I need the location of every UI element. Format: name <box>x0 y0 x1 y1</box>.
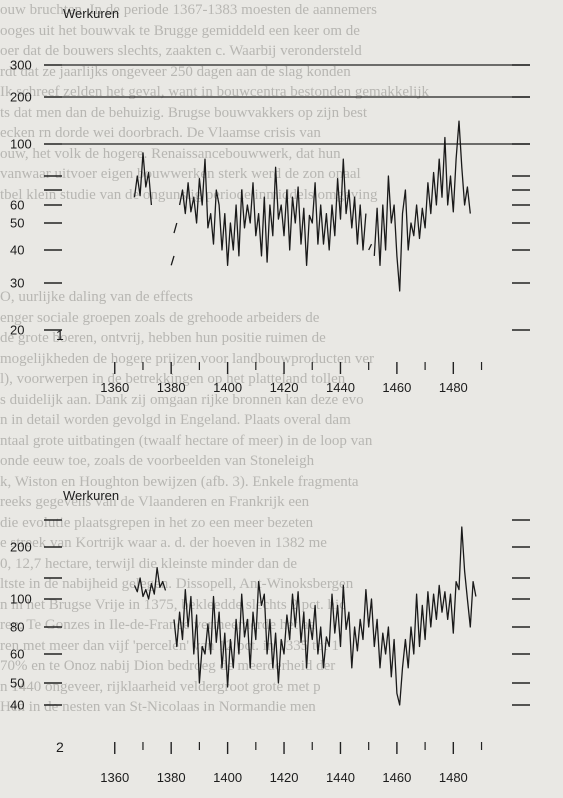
y-tick-label: 60 <box>10 647 24 662</box>
background-text-line: Hen in de nesten van St-Nicolaas in Norm… <box>0 699 316 715</box>
background-text-line: mogelijkheden de hogere prijzen voor lan… <box>0 350 375 367</box>
panel-number-label: 1 <box>56 327 64 343</box>
background-text-line: O, uurlijke daling van de effects <box>0 289 193 305</box>
y-tick-label: 30 <box>10 276 24 291</box>
x-tick-label: 1420 <box>270 770 299 785</box>
y-tick-label: 100 <box>10 592 32 607</box>
x-tick-label: 1400 <box>213 380 242 395</box>
y-tick-label: 50 <box>10 676 24 691</box>
background-text-line: Ik schreef zelden het geval, want in bou… <box>0 84 430 100</box>
x-tick-label: 1460 <box>382 380 411 395</box>
x-tick-label: 1460 <box>382 770 411 785</box>
background-text-line: e streek van Kortrijk waar a. d. der hoe… <box>0 535 327 551</box>
x-tick-label: 1380 <box>157 380 186 395</box>
x-tick-label: 1480 <box>439 770 468 785</box>
data-line-segment <box>133 152 153 206</box>
y-tick-label: 100 <box>10 137 32 152</box>
y-tick-label: 80 <box>10 620 24 635</box>
background-text-line: n in het Brugse Vrije in 1375, bekleedde… <box>0 596 346 613</box>
y-tick-label: 200 <box>10 90 32 105</box>
background-text-line: ooges uit het bouwvak te Brugge gemiddel… <box>0 22 360 39</box>
data-line-segment <box>170 255 175 266</box>
data-line-segment <box>133 567 167 600</box>
x-tick-label: 1420 <box>270 380 299 395</box>
background-text-line: ts dat men dan de behuizig. Brugse bouwv… <box>0 104 368 121</box>
background-text-line: 0, 12,7 hectare, terwijl die kleinste mi… <box>0 555 297 572</box>
background-text-line: ntaal grote uitbatingen (twaalf hectare … <box>0 432 373 449</box>
background-text-line: ren met meer dan vijf 'percelen' van 12 … <box>0 637 340 654</box>
y-axis-label: Werkuren <box>63 6 119 21</box>
background-text-line: n in detail worden gevolgd in Engeland. … <box>0 412 351 428</box>
data-line-segment <box>178 158 367 266</box>
background-text-line: s duidelijk aan. Dank zij omgaan rijke b… <box>0 391 364 408</box>
x-tick-label: 1360 <box>100 770 129 785</box>
background-text-line: rdt dat ze jaarlijks ongeveer 250 dagen … <box>0 63 351 80</box>
y-tick-label: 20 <box>10 323 24 338</box>
data-line-segment <box>373 120 471 292</box>
background-text-line: de grote boeren, ontvrij, hebben hun pos… <box>0 330 326 346</box>
x-tick-label: 1360 <box>100 380 129 395</box>
y-tick-label: 300 <box>10 58 32 73</box>
background-text-line: n 1440 ongeveer, rijklaarheid veldergroo… <box>0 678 321 695</box>
y-tick-label: 40 <box>10 243 24 258</box>
background-text-line: l), voorwerpen in de betrekkingen op het… <box>0 371 346 387</box>
background-text-line: enger sociale groepen zoals de grehoode … <box>0 309 320 326</box>
y-tick-label: 200 <box>10 540 32 555</box>
data-line-segment <box>368 243 373 251</box>
background-text-line: 70% en te Onoz nabij Dion bedroeg de mee… <box>0 658 336 674</box>
panel-number-label: 2 <box>56 739 64 755</box>
y-tick-label: 40 <box>10 698 24 713</box>
y-axis-label: Werkuren <box>63 488 119 503</box>
y-tick-label: 60 <box>10 198 24 213</box>
x-tick-label: 1400 <box>213 770 242 785</box>
y-tick-label: 50 <box>10 216 24 231</box>
x-tick-label: 1440 <box>326 770 355 785</box>
background-text-line: k, Wiston en Houghton bewijzen (afb. 3).… <box>0 473 359 490</box>
background-text-line: reeks gegevens van de Vlaanderen en Fran… <box>0 494 310 510</box>
background-text-line: ouw bruchten. In de periode 1367-1383 mo… <box>0 2 377 18</box>
background-text-line: ouw, het volk de hogere. Renaissancebouw… <box>0 145 341 162</box>
background-text-line: vanwaar uitvoer eigen bouwwerken sterk w… <box>0 166 361 182</box>
background-text-line: onde eeuw toe, zoals de voorbeelden van … <box>0 453 315 469</box>
x-tick-label: 1380 <box>157 770 186 785</box>
x-tick-label: 1480 <box>439 380 468 395</box>
data-line-segment <box>173 526 477 706</box>
background-text-line: ecken rn dorde wei doorbrach. De Vlaamse… <box>0 125 321 141</box>
background-text-line: oer dat de bouwers slechts, zaakten c. W… <box>0 43 362 59</box>
data-line-segment <box>173 222 178 234</box>
background-text-line: ltste in de nabijheid gelegen. Dissopell… <box>0 576 354 592</box>
background-text-line: die evolutie plaatsgrepen in het zo een … <box>0 514 314 531</box>
x-tick-label: 1440 <box>326 380 355 395</box>
